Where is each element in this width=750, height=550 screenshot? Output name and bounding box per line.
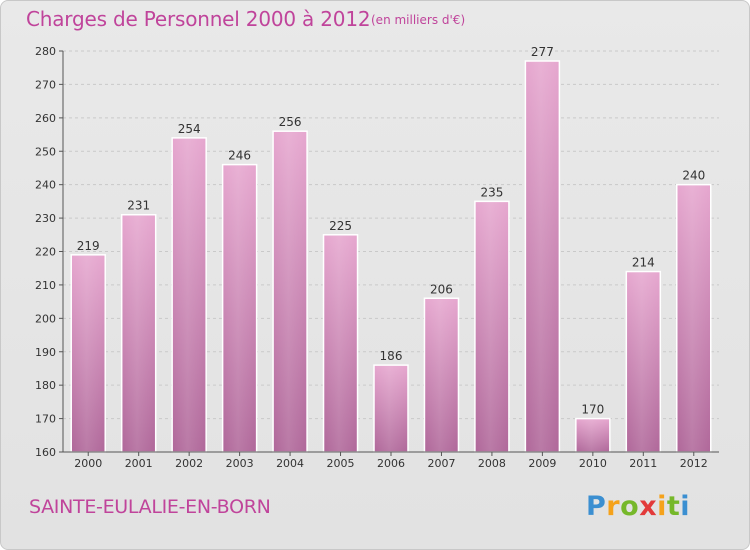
y-tick-label: 160 xyxy=(35,446,56,459)
bar-shine xyxy=(425,299,458,451)
x-tick-label: 2002 xyxy=(175,457,203,470)
bar-shine xyxy=(223,165,256,451)
value-label: 206 xyxy=(430,282,453,296)
x-tick-label: 2004 xyxy=(276,457,304,470)
value-label: 240 xyxy=(682,169,705,183)
bar-shine xyxy=(677,185,710,451)
bar-shine xyxy=(173,138,206,451)
y-tick-label: 240 xyxy=(35,179,56,192)
x-tick-label: 2008 xyxy=(478,457,506,470)
x-tick-label: 2011 xyxy=(629,457,657,470)
value-label: 277 xyxy=(531,45,554,59)
value-label: 254 xyxy=(178,122,201,136)
bars: 219 231 254 246 256 225 186 206 235 277 170 214 240 xyxy=(70,45,712,453)
x-tick-label: 2006 xyxy=(377,457,405,470)
value-label: 170 xyxy=(581,403,604,417)
bar-shine xyxy=(576,419,609,451)
value-label: 246 xyxy=(228,149,251,163)
chart-title: Charges de Personnel 2000 à 2012 xyxy=(26,7,371,31)
value-label: 231 xyxy=(127,199,150,213)
bar-shine xyxy=(627,272,660,451)
bar-shine xyxy=(375,366,407,451)
value-label: 186 xyxy=(380,349,403,363)
y-tick-label: 210 xyxy=(35,279,56,292)
value-label: 219 xyxy=(77,239,100,253)
x-tick-label: 2001 xyxy=(125,457,153,470)
bar-shine xyxy=(475,202,508,451)
x-tick-label: 2003 xyxy=(226,457,254,470)
proxiti-logo[interactable]: Proxiti xyxy=(586,491,691,522)
y-tick-label: 190 xyxy=(35,346,56,359)
bar-shine xyxy=(274,132,307,451)
x-tick-label: 2005 xyxy=(327,457,355,470)
y-tick-label: 270 xyxy=(35,78,56,91)
bar-shine xyxy=(122,215,155,451)
y-tick-label: 280 xyxy=(35,45,56,58)
y-tick-label: 220 xyxy=(35,246,56,259)
value-label: 235 xyxy=(480,185,503,199)
value-label: 225 xyxy=(329,219,352,233)
x-axis: 2000 2001 2002 2003 2004 2005 2006 2007 2008 2009… xyxy=(63,451,719,470)
y-tick-label: 180 xyxy=(35,379,56,392)
bar-shine xyxy=(324,235,357,451)
y-tick-label: 170 xyxy=(35,413,56,426)
x-tick-label: 2012 xyxy=(680,457,708,470)
y-tick-label: 230 xyxy=(35,212,56,225)
bar-shine xyxy=(526,62,559,452)
chart-subtitle: (en milliers d'€) xyxy=(371,13,466,27)
x-tick-label: 2010 xyxy=(579,457,607,470)
y-tick-label: 250 xyxy=(35,145,56,158)
value-label: 256 xyxy=(279,115,302,129)
x-tick-label: 2007 xyxy=(427,457,455,470)
y-axis: 160 170 180 190 200 210 220 230 240 250 260 270 280 xyxy=(35,45,64,459)
x-tick-label: 2009 xyxy=(528,457,556,470)
x-tick-label: 2000 xyxy=(74,457,102,470)
y-tick-label: 260 xyxy=(35,112,56,125)
bar-shine xyxy=(72,255,105,451)
y-tick-label: 200 xyxy=(35,312,56,325)
value-label: 214 xyxy=(632,256,655,270)
commune-name: SAINTE-EULALIE-EN-BORN xyxy=(29,496,271,518)
